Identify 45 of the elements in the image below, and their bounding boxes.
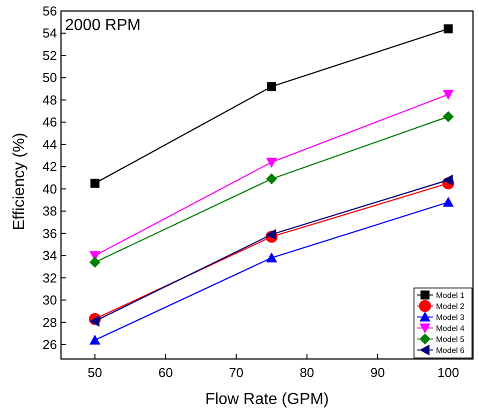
y-tick-label: 56	[42, 4, 57, 18]
y-tick-label: 44	[42, 136, 57, 152]
point	[90, 178, 100, 188]
point	[266, 252, 278, 262]
y-tick-label: 46	[42, 114, 57, 130]
y-tick-label: 34	[42, 248, 57, 264]
x-tick-label: 60	[158, 365, 173, 380]
point	[266, 158, 278, 168]
y-axis-title: Efficiency (%)	[11, 132, 28, 230]
x-axis-title: Flow Rate (GPM)	[205, 391, 329, 408]
point	[442, 174, 453, 186]
legend-label: Model 3	[436, 313, 466, 322]
x-tick-label: 90	[370, 365, 385, 380]
y-tick-label: 38	[42, 204, 57, 219]
y-tick-label: 48	[42, 92, 57, 108]
legend-label: Model 5	[436, 335, 466, 344]
point	[267, 82, 276, 92]
y-tick-label: 54	[42, 26, 57, 41]
point	[444, 24, 453, 34]
y-tick-label: 28	[42, 314, 57, 330]
y-tick-label: 32	[42, 270, 57, 286]
y-tick-label: 30	[42, 292, 57, 308]
point	[266, 173, 278, 184]
x-tick-label: 70	[229, 365, 244, 380]
x-tick-label: 80	[300, 365, 314, 380]
legend-label: Model 2	[436, 302, 466, 311]
point	[442, 196, 454, 207]
legend-label: Model 1	[436, 291, 466, 300]
y-tick-label: 26	[42, 337, 57, 352]
chart-title: 2000 RPM	[65, 17, 141, 34]
x-tick-label: 100	[437, 365, 460, 380]
x-tick-label: 50	[88, 365, 102, 380]
legend-label: Model 4	[436, 324, 466, 333]
point	[442, 111, 454, 122]
y-tick-label: 42	[42, 159, 57, 174]
point	[266, 228, 276, 240]
point	[89, 334, 100, 345]
y-tick-label: 50	[42, 70, 57, 86]
y-tick-label: 52	[42, 48, 57, 63]
legend-label: Model 6	[436, 346, 466, 355]
y-tick-label: 36	[42, 226, 57, 241]
y-tick-label: 40	[42, 181, 57, 196]
point	[89, 316, 100, 327]
point	[89, 256, 100, 268]
point	[442, 90, 454, 100]
